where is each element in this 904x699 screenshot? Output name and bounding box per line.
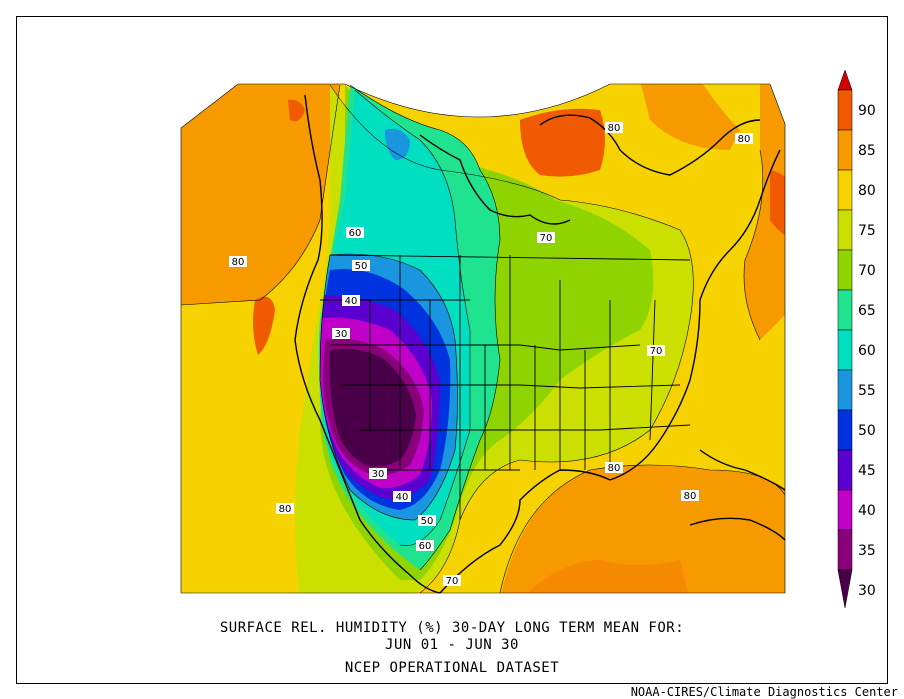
map-boundary (180, 83, 786, 594)
colorbar-label: 65 (858, 303, 876, 319)
contour-label: 70 (537, 232, 555, 244)
contour-label: 30 (332, 328, 350, 340)
colorbar-segment (837, 329, 853, 371)
colorbar-segment (837, 369, 853, 411)
credit-text: NOAA-CIRES/Climate Diagnostics Center (630, 685, 898, 699)
contour-label: 80 (681, 490, 699, 502)
colorbar: 90 85 80 75 70 65 60 55 50 45 40 35 30 (837, 69, 876, 609)
contour-label: 50 (352, 260, 370, 272)
svg-text:50: 50 (421, 516, 434, 527)
contour-label: 80 (605, 462, 623, 474)
colorbar-segment (837, 169, 853, 211)
contour-label: 40 (342, 295, 360, 307)
contour-label: 40 (393, 491, 411, 503)
svg-text:60: 60 (349, 228, 362, 239)
contour-label: 30 (369, 468, 387, 480)
humidity-field (181, 84, 785, 593)
colorbar-segment (837, 529, 853, 571)
svg-text:60: 60 (419, 541, 432, 552)
svg-text:40: 40 (396, 492, 409, 503)
svg-text:80: 80 (232, 257, 245, 268)
colorbar-label: 35 (858, 543, 876, 559)
colorbar-bottom-arrow (837, 569, 853, 609)
colorbar-segment (837, 209, 853, 251)
svg-text:80: 80 (684, 491, 697, 502)
colorbar-label: 40 (858, 503, 876, 519)
contour-label: 80 (229, 256, 247, 268)
colorbar-top-arrow (837, 69, 853, 91)
svg-text:80: 80 (608, 463, 621, 474)
colorbar-label: 75 (858, 223, 876, 239)
map-title-line2: JUN 01 - JUN 30 (385, 637, 519, 653)
contour-label: 50 (418, 515, 436, 527)
colorbar-segment (837, 289, 853, 331)
contour-lines (180, 84, 786, 594)
colorbar-segment (837, 89, 853, 131)
colorbar-label: 50 (858, 423, 876, 439)
contour-label: 80 (276, 503, 294, 515)
map-title-line3: NCEP OPERATIONAL DATASET (344, 660, 560, 676)
svg-text:70: 70 (540, 233, 553, 244)
contour-label: 70 (443, 575, 461, 587)
colorbar-segment (837, 449, 853, 491)
svg-text:30: 30 (335, 329, 348, 340)
svg-text:40: 40 (345, 296, 358, 307)
contour-label: 80 (605, 122, 623, 134)
colorbar-label: 45 (858, 463, 876, 479)
contour-label: 80 (735, 133, 753, 145)
svg-text:80: 80 (279, 504, 292, 515)
colorbar-segment (837, 129, 853, 171)
contour-label: 60 (416, 540, 434, 552)
svg-text:70: 70 (446, 576, 459, 587)
colorbar-label: 85 (858, 143, 876, 159)
colorbar-label: 60 (858, 343, 876, 359)
colorbar-label: 30 (858, 583, 876, 599)
colorbar-label: 70 (858, 263, 876, 279)
contour-label: 70 (647, 345, 665, 357)
colorbar-label: 80 (858, 183, 876, 199)
svg-text:50: 50 (355, 261, 368, 272)
svg-text:70: 70 (650, 346, 663, 357)
colorbar-label: 90 (858, 103, 876, 119)
colorbar-segment (837, 249, 853, 291)
svg-text:80: 80 (738, 134, 751, 145)
contour-label: 60 (346, 227, 364, 239)
svg-text:30: 30 (372, 469, 385, 480)
state-borders (320, 254, 691, 520)
colorbar-segment (837, 409, 853, 451)
colorbar-segment (837, 489, 853, 531)
colorbar-label: 55 (858, 383, 876, 399)
coastlines (294, 94, 786, 594)
svg-text:80: 80 (608, 123, 621, 134)
contour-label-group: 80 80 80 70 60 50 40 30 30 40 50 60 70 7… (229, 122, 753, 587)
map-title-line1: SURFACE REL. HUMIDITY (%) 30-DAY LONG TE… (219, 620, 685, 636)
